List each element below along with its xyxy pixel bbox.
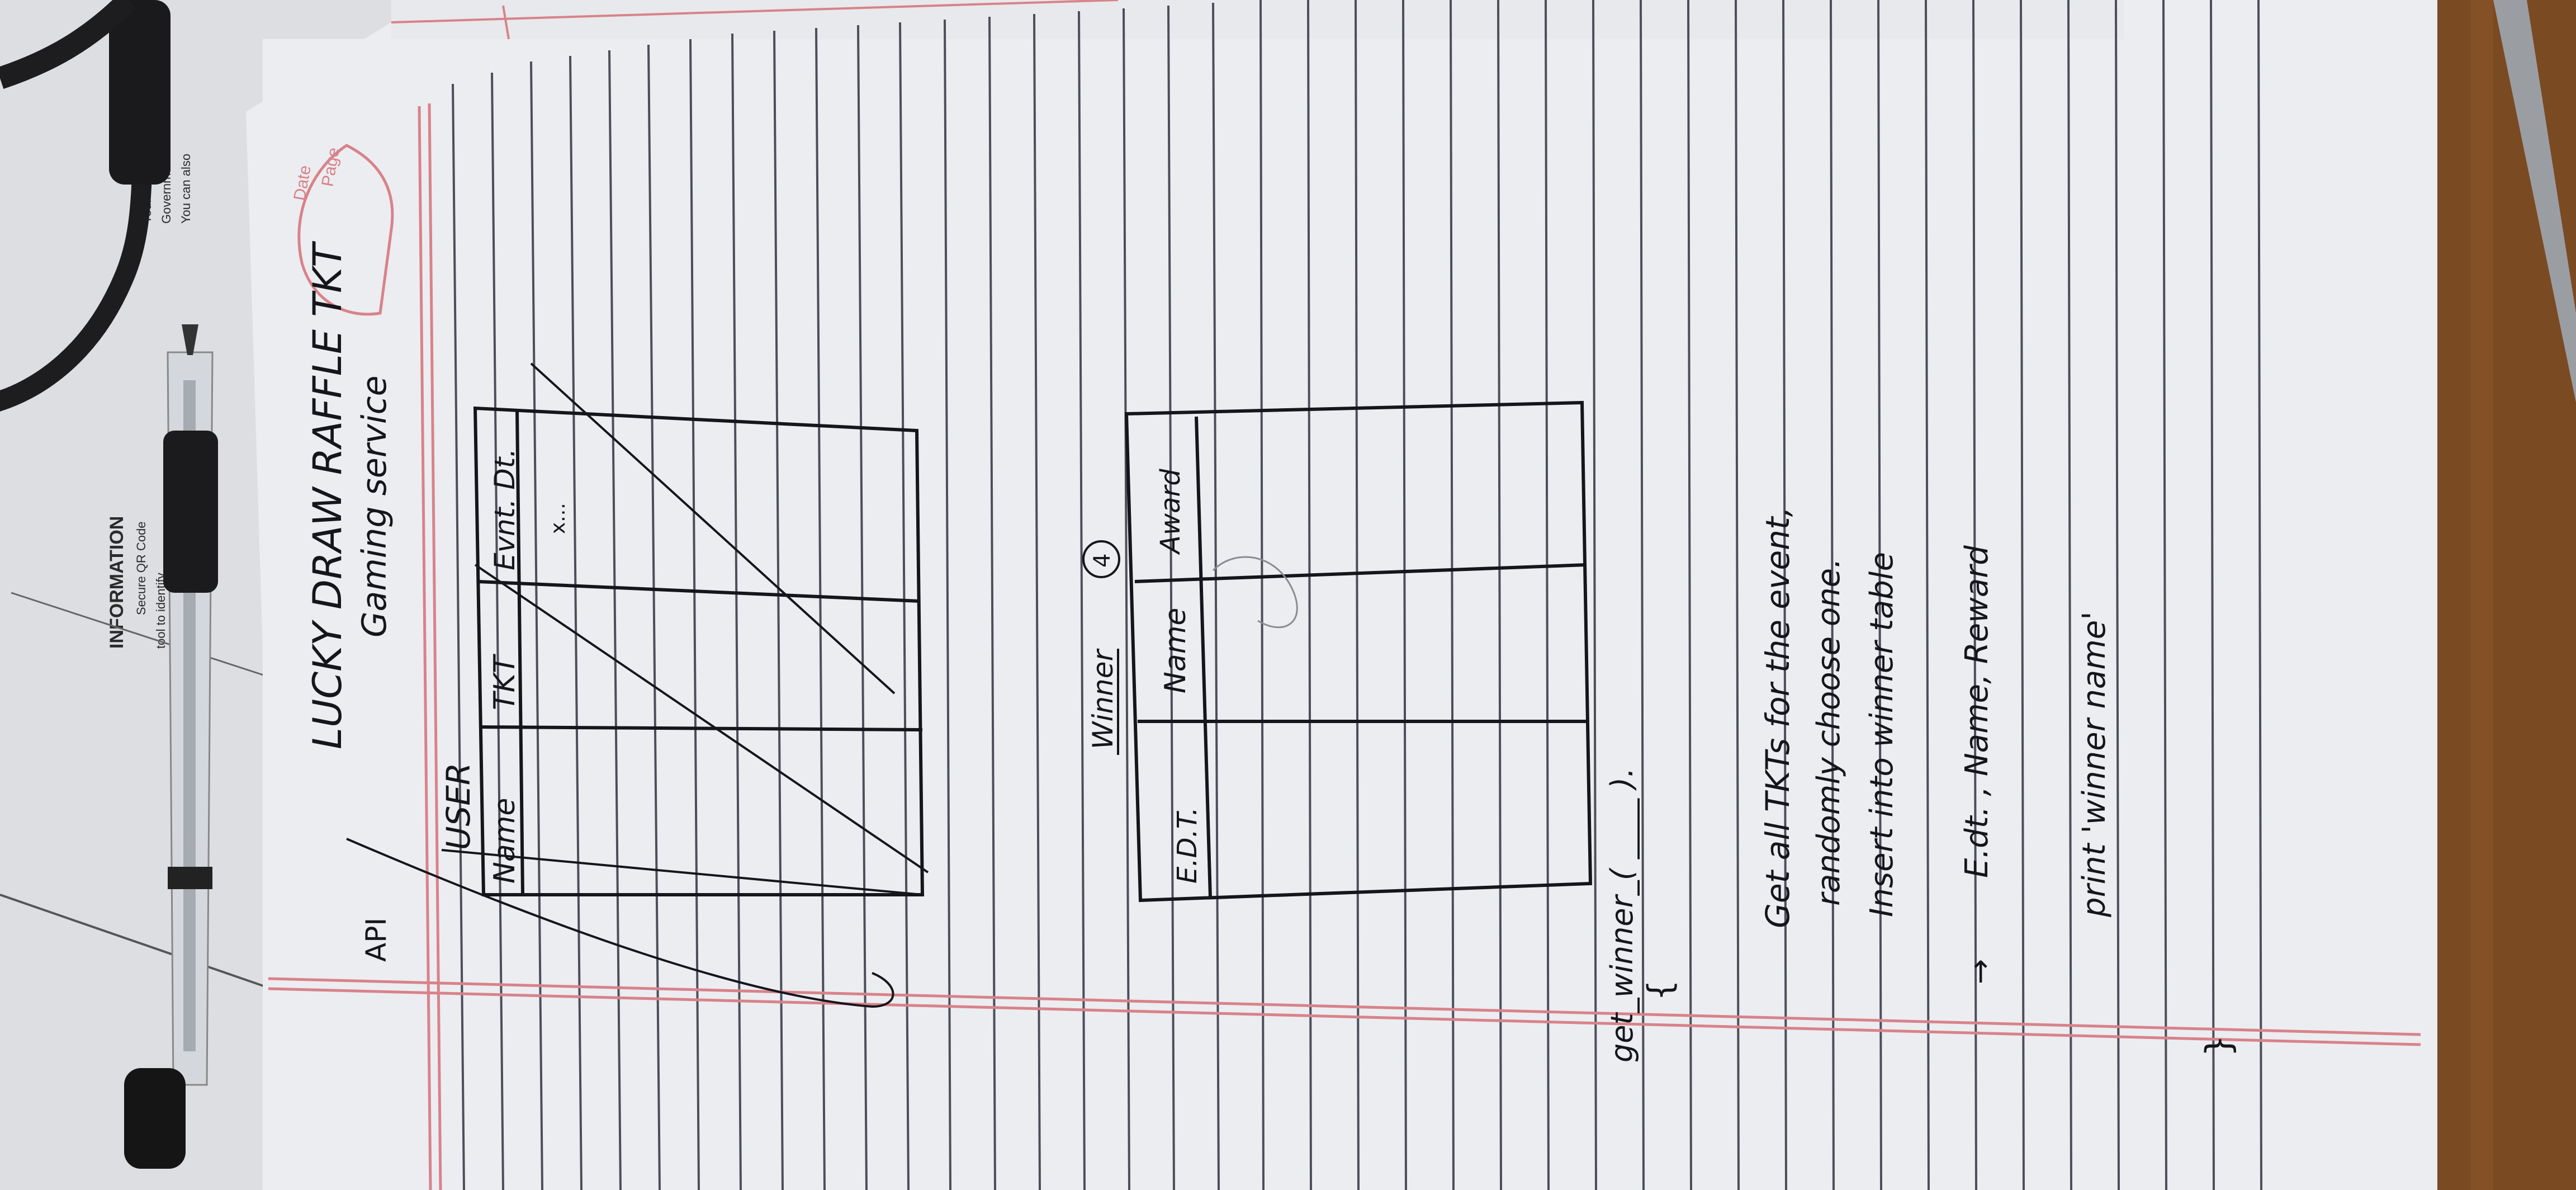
user-col-name: Name [488, 798, 522, 884]
margin-note-api: API [360, 918, 392, 962]
winner-table-border [1124, 400, 1593, 903]
user-table-strike [441, 849, 923, 896]
bg-form-rule [11, 592, 269, 678]
bg-text-4: You can also [179, 154, 193, 224]
pen-cap [124, 1068, 186, 1169]
top-strip-red-line [502, 5, 510, 40]
stamp-outline [297, 144, 394, 316]
user-table-border [473, 406, 925, 896]
top-strip-red-line [391, 0, 1119, 23]
winner-table-scribble [1212, 556, 1298, 629]
user-table-strike [530, 362, 896, 695]
user-col-tkt: TKT [488, 653, 522, 710]
ballpoint-pen [124, 324, 218, 1169]
pen-tip [182, 324, 198, 355]
top-page-strip [391, 0, 2124, 39]
winner-col-edt: E.D.T. [1172, 807, 1203, 884]
close-brace: } [2198, 1035, 2239, 1057]
margin-line-horizontal [268, 977, 2421, 1036]
pen-clip-end [168, 867, 212, 889]
user-table-label: USER [439, 763, 477, 850]
wooden-desk-grain [2471, 0, 2493, 1190]
winner-marker: 4 [1090, 554, 1115, 568]
pseudocode-line-2: randomly choose one. [1811, 558, 1847, 906]
margin-line-horizontal [268, 987, 2421, 1046]
date-page-stamp: Date Page [290, 144, 394, 316]
title-line-1: LUCKY DRAW RAFFLE TKT [305, 240, 351, 749]
winner-table [1124, 400, 1593, 903]
user-table-note: x... [547, 503, 570, 534]
winner-table-label: Winner [1087, 648, 1119, 749]
winner-marker-circle [1082, 540, 1120, 578]
open-brace: { [1641, 980, 1680, 1001]
print-line: print 'winner name' [2076, 611, 2113, 918]
metal-rail [2493, 0, 2576, 403]
pseudocode-line-1: Get all TKTs for the event, [1759, 507, 1797, 928]
winner-table-col-divider [1134, 563, 1587, 583]
margin-line-vertical [428, 103, 442, 1190]
user-table-header-divider [515, 410, 524, 895]
user-table-col-divider [480, 725, 923, 731]
winner-table-header-divider [1195, 416, 1212, 898]
title-line-2: Gaming service [355, 376, 394, 638]
pen-grip [163, 431, 218, 593]
function-signature: get_winner_( ____ ). [1604, 768, 1640, 1062]
ruled-lines [452, 0, 2262, 1190]
usb-cable-top [0, 0, 137, 89]
pseudocode-line-4: E.dt. , Name, Reward [1959, 545, 1995, 878]
user-table-strike [474, 564, 929, 873]
user-table [346, 362, 929, 1008]
bg-text-6: Secure QR Code [134, 521, 148, 615]
user-table-strike [346, 838, 894, 1008]
margin-line-vertical [418, 106, 432, 1190]
bg-form-rule [0, 894, 291, 997]
pseudocode-line-3: Insert into winner table [1864, 552, 1900, 917]
pseudocode-arrow: → [1962, 959, 1997, 984]
user-table-col-divider [477, 580, 920, 603]
winner-col-award: Award [1155, 469, 1186, 555]
user-col-event-date: Evnt. Dt. [489, 448, 521, 570]
winner-col-name: Name [1159, 608, 1192, 693]
usb-plug [109, 0, 171, 185]
